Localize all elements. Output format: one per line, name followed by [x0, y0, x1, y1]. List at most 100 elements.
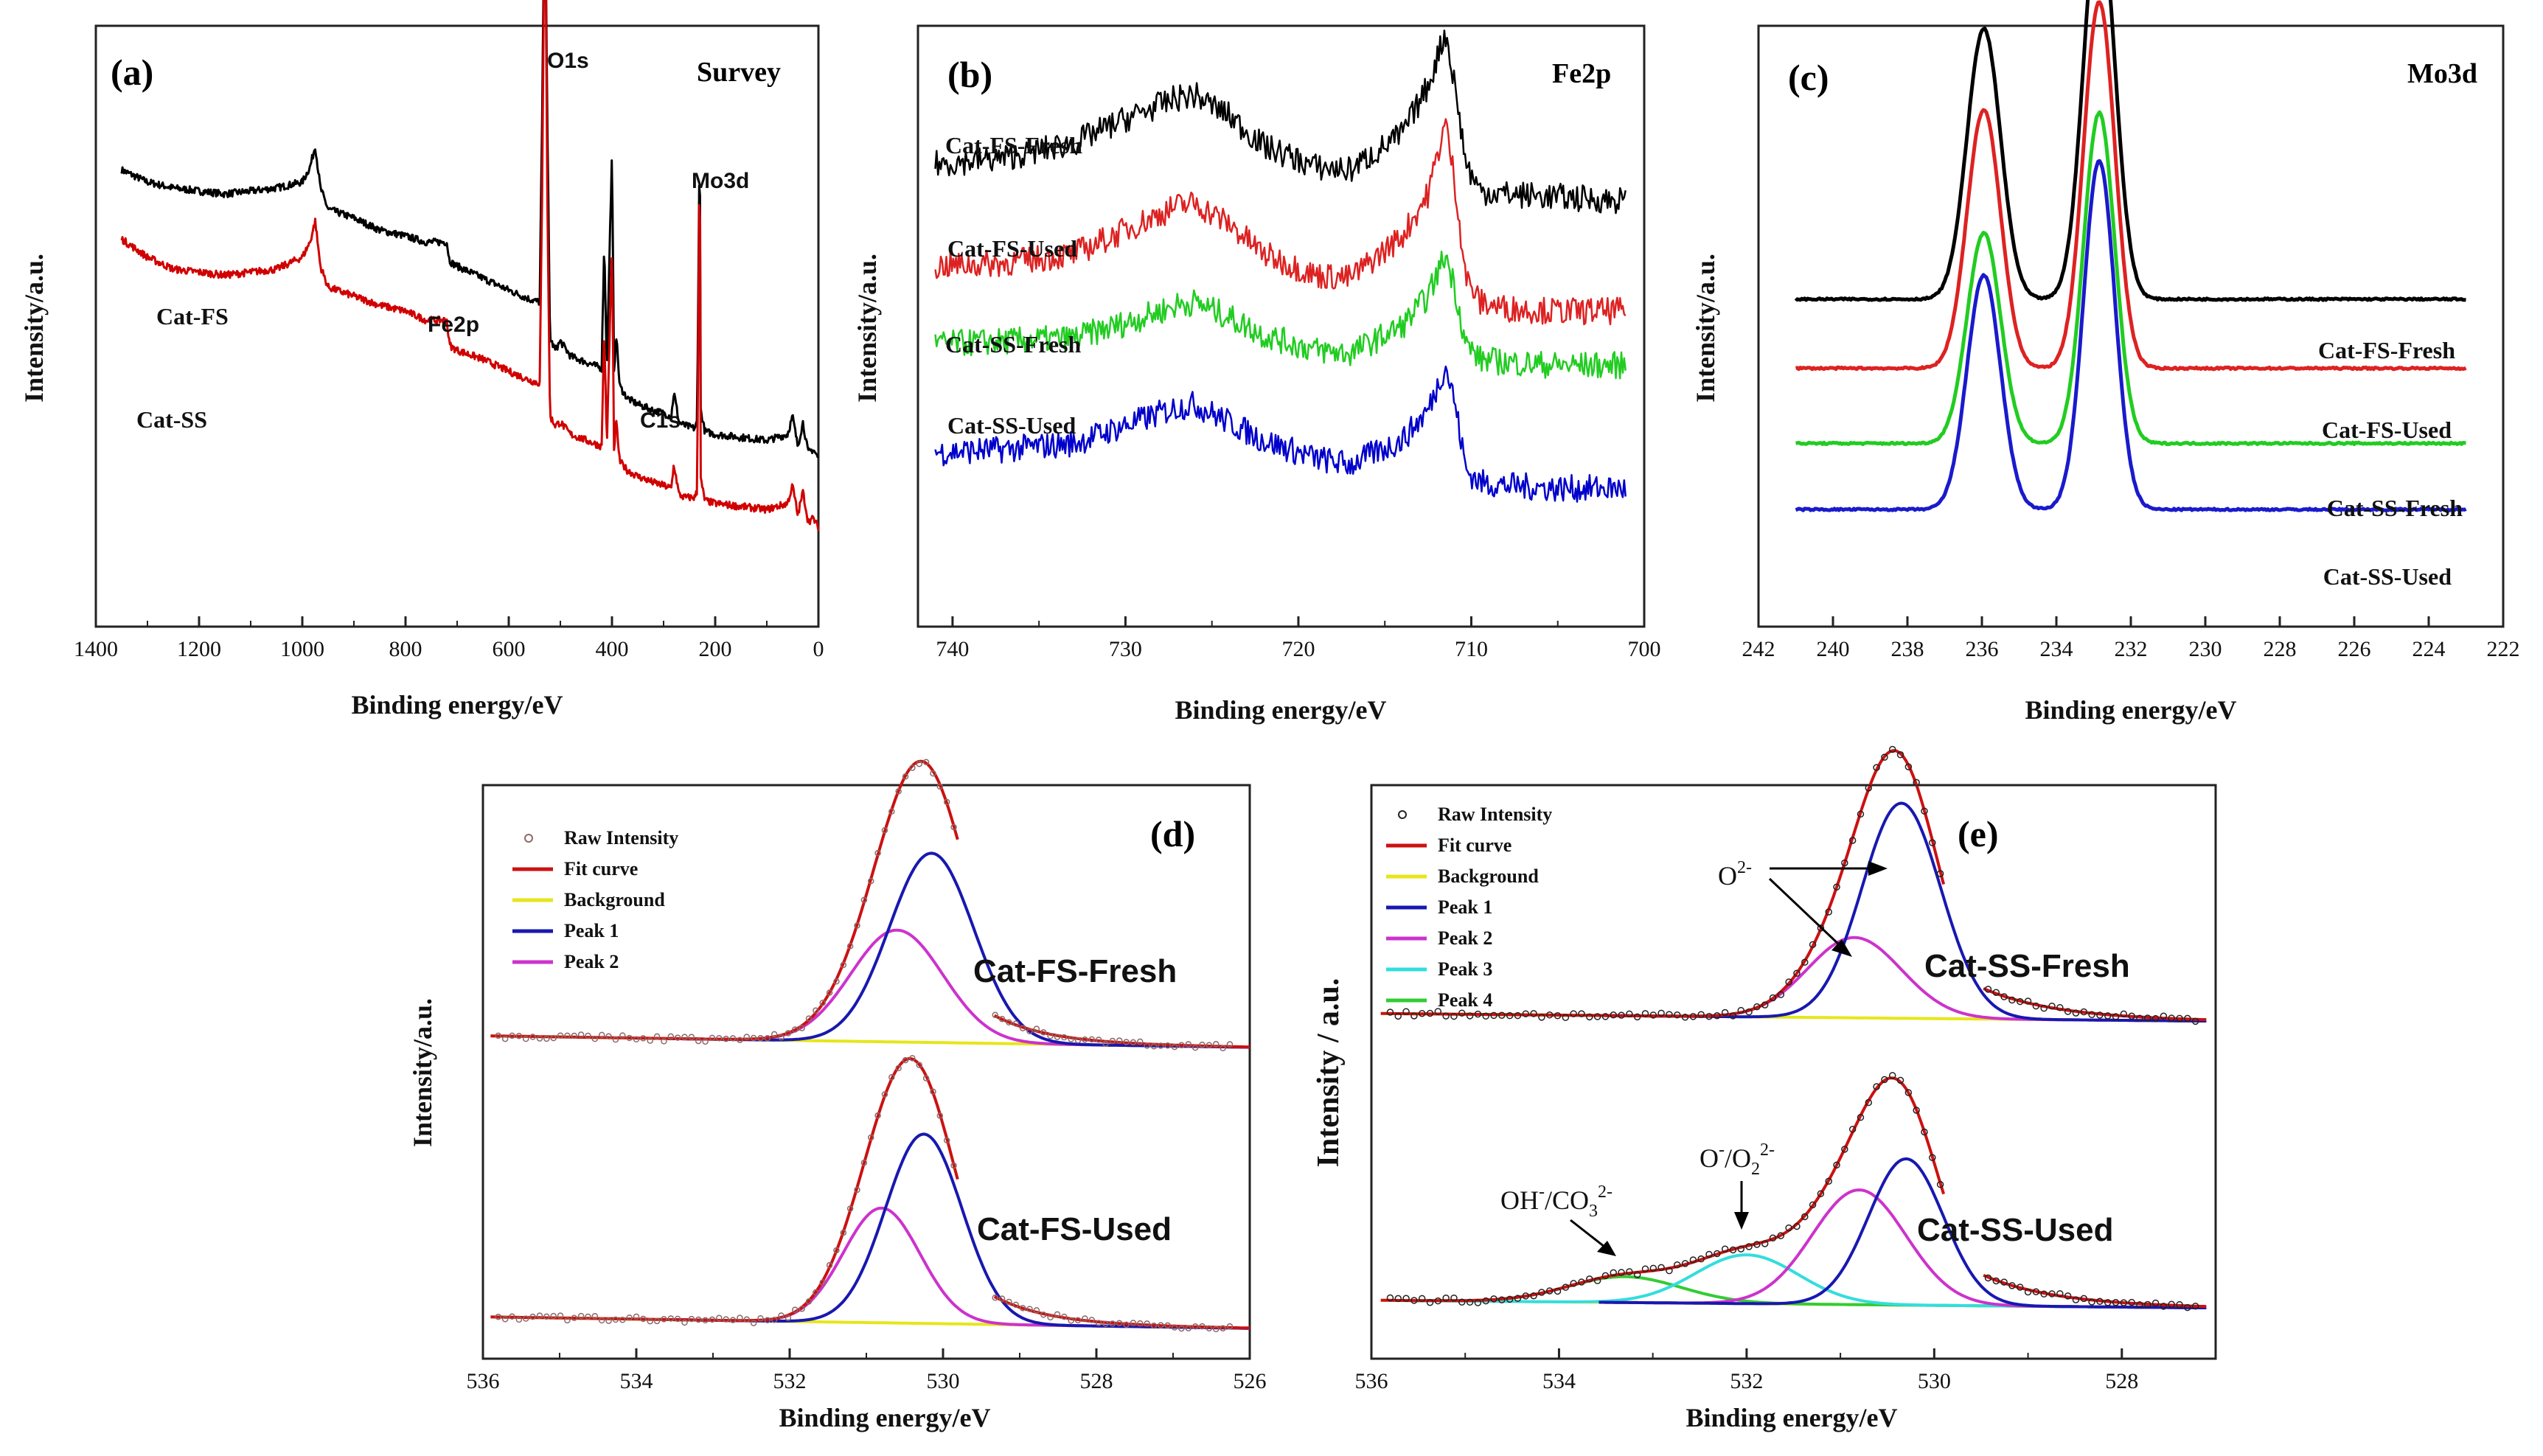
raw-point	[1514, 1295, 1522, 1302]
raw-point	[1833, 1161, 1840, 1169]
raw-point	[2128, 1298, 2135, 1306]
raw-point	[1578, 1010, 1585, 1017]
raw-point	[1562, 1283, 1570, 1291]
raw-point	[1006, 1019, 1012, 1025]
panel-c-x-tick-label: 232	[2115, 637, 2148, 661]
annotation-oh-arrow	[1570, 1219, 1605, 1248]
raw-point	[1458, 1298, 1466, 1306]
raw-point	[550, 1312, 557, 1320]
raw-point	[799, 1025, 805, 1031]
raw-point	[1074, 1037, 1082, 1044]
raw-point	[1896, 751, 1904, 759]
raw-point	[1522, 1292, 1530, 1300]
raw-point	[1865, 784, 1873, 792]
raw-point	[1913, 778, 1920, 787]
annotation-o-minus: O-/O22-	[1700, 1140, 1775, 1179]
panel-b-x-tick-label: 710	[1455, 637, 1488, 661]
raw-point	[2088, 1011, 2095, 1019]
panel-e-series	[1380, 745, 2207, 1312]
raw-point	[557, 1312, 564, 1319]
panel-d-x-tick-label: 534	[620, 1369, 653, 1393]
raw-point	[1689, 1256, 1697, 1264]
raw-point	[1450, 1294, 1458, 1302]
panel-e-legend-label: Peak 2	[1438, 927, 1492, 949]
raw-point	[1506, 1295, 1514, 1303]
raw-point	[1538, 1289, 1545, 1296]
raw-point	[633, 1036, 640, 1043]
raw-point	[1212, 1041, 1220, 1048]
panel-c-title: Mo3d	[2407, 58, 2477, 89]
raw-point	[1729, 1246, 1737, 1254]
raw-point	[612, 1036, 619, 1043]
sample-label-cat-fs-fresh: Cat-FS-Fresh	[973, 953, 1177, 989]
raw-point	[674, 1315, 681, 1323]
panel-a-x-tick-label: 400	[596, 637, 629, 661]
peak1-line	[1598, 1157, 2207, 1309]
raw-point	[2136, 1301, 2143, 1309]
raw-point	[1857, 1113, 1865, 1121]
fe2p-line-cat-fs-fresh	[934, 29, 1627, 215]
raw-point	[2064, 1008, 2072, 1015]
raw-point	[1386, 1009, 1394, 1016]
raw-point	[943, 1137, 950, 1144]
raw-point	[515, 1032, 523, 1039]
raw-point	[1482, 1297, 1489, 1305]
raw-point	[1793, 969, 1801, 978]
raw-point	[1466, 1298, 1474, 1306]
raw-point	[1657, 1009, 1665, 1017]
fit-curve-line	[490, 759, 959, 1041]
raw-point	[647, 1317, 653, 1325]
raw-point	[1418, 1009, 1426, 1017]
raw-point	[1881, 1076, 1888, 1084]
raw-point	[2128, 1012, 2135, 1020]
series-label-cat-ss-used: Cat-SS-Used	[947, 412, 1076, 439]
raw-point	[1498, 1296, 1506, 1304]
raw-point	[1150, 1322, 1158, 1329]
annotation-o-minus-arrowhead	[1734, 1212, 1749, 1230]
panel-a-x-tick-label: 800	[389, 637, 422, 661]
series-label-cat-fs-fresh: Cat-FS-Fresh	[945, 132, 1082, 159]
raw-point	[826, 1262, 833, 1269]
raw-point	[1626, 1268, 1633, 1275]
raw-point	[1610, 1269, 1617, 1277]
raw-point	[743, 1316, 751, 1323]
raw-point	[833, 1247, 840, 1254]
raw-point	[1150, 1042, 1158, 1050]
raw-point	[1474, 1299, 1482, 1306]
raw-point	[1618, 1011, 1625, 1019]
raw-point	[2056, 1290, 2064, 1297]
raw-point	[1088, 1317, 1096, 1323]
raw-point	[805, 1298, 813, 1305]
raw-point	[881, 826, 888, 834]
raw-point	[1116, 1320, 1123, 1326]
raw-point	[1545, 1287, 1554, 1295]
raw-point	[916, 1062, 923, 1068]
raw-point	[1054, 1311, 1061, 1318]
panel-d-legend: Raw Intensity Fit curve Background Peak 1 Pe…	[512, 827, 678, 972]
raw-point	[585, 1032, 591, 1039]
raw-point	[785, 1030, 792, 1037]
panel-a-x-tick-label: 1200	[177, 637, 221, 661]
raw-point	[501, 1035, 509, 1042]
fe2p-line-cat-ss-used	[934, 365, 1627, 503]
raw-point	[1841, 1146, 1848, 1153]
raw-point	[1936, 1180, 1944, 1188]
raw-point	[888, 1074, 895, 1081]
raw-point	[1737, 1245, 1745, 1253]
raw-point	[950, 1162, 957, 1169]
raw-point	[702, 1038, 709, 1045]
raw-point	[557, 1032, 564, 1039]
panel-b-xlabel: Binding energy/eV	[1175, 695, 1386, 725]
raw-point	[992, 1294, 998, 1301]
raw-point	[1666, 1267, 1673, 1275]
panel-c-ylabel: Intensity/a.u.	[1691, 254, 1720, 403]
raw-point	[1777, 991, 1785, 998]
panel-d-legend-label: Background	[564, 889, 665, 910]
raw-point	[515, 1316, 523, 1323]
raw-point	[1474, 1010, 1482, 1018]
raw-point	[640, 1315, 647, 1323]
raw-point	[819, 1279, 826, 1286]
raw-point	[1666, 1011, 1673, 1018]
raw-point	[1019, 1025, 1026, 1031]
raw-point	[1761, 1240, 1769, 1247]
